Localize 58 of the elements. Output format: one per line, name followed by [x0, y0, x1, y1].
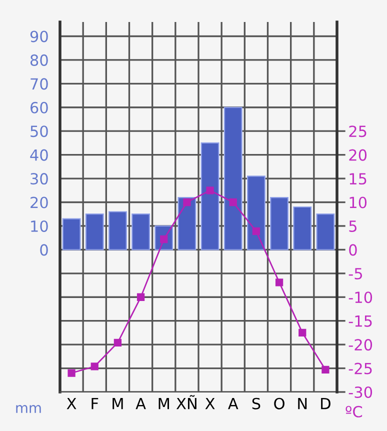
- y2-tick-label: -30: [348, 386, 372, 398]
- x-tick-label: X: [205, 398, 215, 410]
- y-tick-label: 70: [30, 78, 48, 90]
- y-axis-title: mm: [16, 405, 41, 413]
- point: [322, 366, 330, 374]
- y2-tick-label: -15: [348, 316, 372, 327]
- x-tick-label: O: [274, 398, 284, 410]
- bar: [132, 214, 150, 250]
- y2-tick-label: -5: [348, 268, 362, 280]
- point: [229, 198, 237, 206]
- x-tick-label: N: [298, 398, 307, 410]
- point: [114, 338, 122, 346]
- x-tick-label: X: [66, 398, 76, 410]
- point: [136, 293, 145, 301]
- x-tick-label: M: [112, 398, 123, 410]
- bar: [316, 214, 335, 250]
- x-tick-label: A: [228, 398, 238, 410]
- bar: [293, 206, 312, 250]
- y-tick-label: 30: [30, 173, 48, 185]
- y-tick-label: 80: [30, 54, 48, 66]
- x-tick-label: XÑ: [176, 395, 196, 410]
- y-tick-label: 0: [40, 244, 48, 256]
- bar: [108, 211, 127, 250]
- y-tick-label: 40: [30, 149, 48, 161]
- point: [183, 198, 191, 206]
- bar: [224, 106, 242, 250]
- y2-tick-label: -20: [348, 339, 372, 351]
- y-tick-label: 50: [30, 126, 48, 138]
- y2-tick-label: -10: [348, 292, 372, 304]
- point: [206, 186, 214, 194]
- y2-tick-label: 5: [349, 220, 356, 232]
- y-tick-label: 60: [30, 102, 48, 114]
- x-tick-label: S: [252, 398, 260, 410]
- x-tick-label: F: [92, 398, 98, 410]
- y2-tick-label: 15: [350, 173, 366, 185]
- x-tick-label: A: [136, 398, 146, 410]
- bar: [178, 196, 196, 250]
- y2-tick-label: 10: [350, 196, 367, 208]
- y-tick-label: 20: [30, 196, 48, 208]
- y2-tick-label: 25: [349, 126, 366, 138]
- point: [252, 227, 260, 236]
- y-tick-label: 90: [30, 30, 48, 42]
- point: [275, 278, 284, 286]
- point: [90, 362, 98, 370]
- bar: [85, 214, 104, 250]
- y2-axis-title: ºC: [346, 406, 362, 418]
- y2-tick-label: 0: [349, 244, 357, 256]
- point: [298, 328, 306, 337]
- bar: [62, 218, 81, 250]
- y-tick-label: 10: [31, 220, 48, 232]
- bar: [200, 142, 220, 250]
- y2-tick-label: -25: [348, 362, 372, 374]
- x-tick-label: D: [321, 398, 330, 410]
- x-tick-label: M: [158, 398, 169, 410]
- bar: [270, 196, 289, 250]
- bar: [246, 176, 266, 250]
- y2-tick-label: 20: [349, 149, 367, 161]
- point: [68, 369, 76, 377]
